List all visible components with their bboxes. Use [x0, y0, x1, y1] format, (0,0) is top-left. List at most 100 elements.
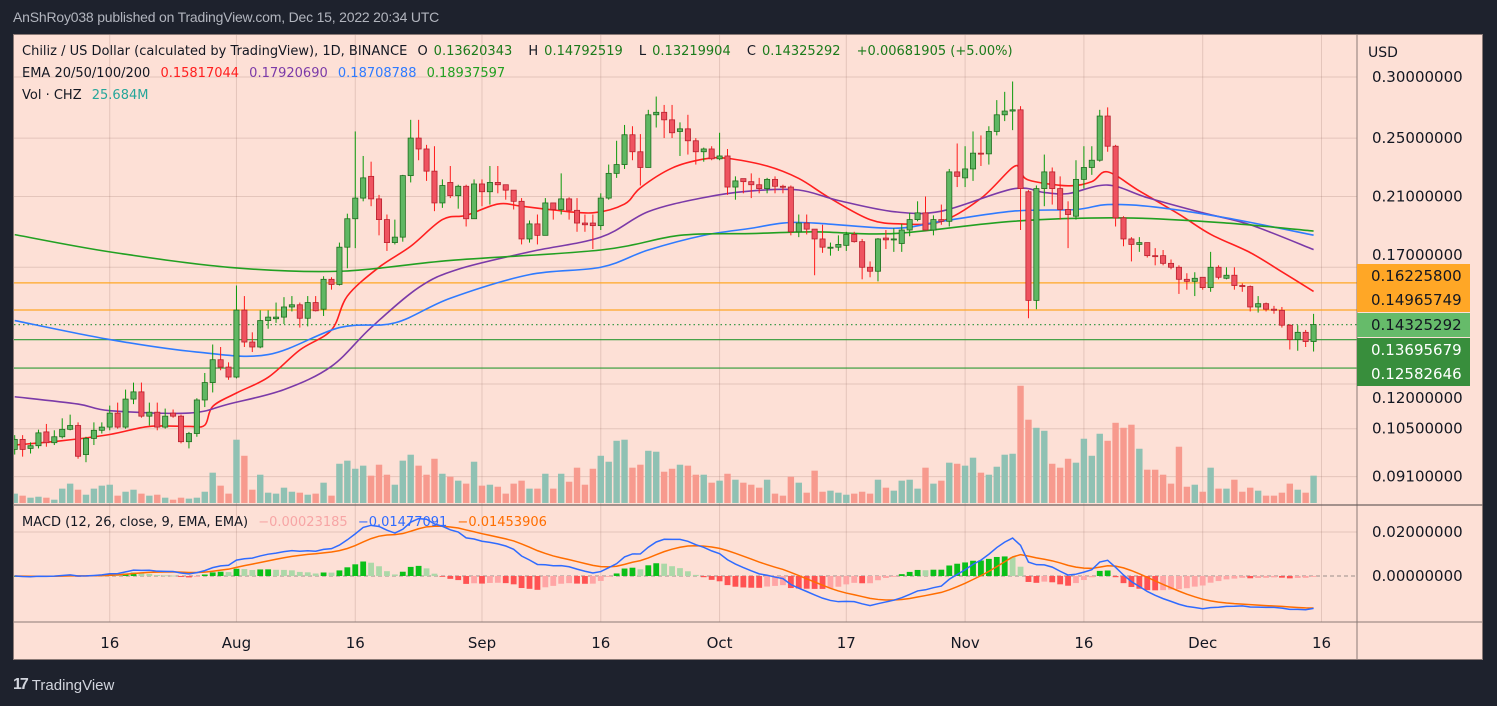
candle	[993, 100, 1000, 136]
macd-histogram-bar	[1041, 576, 1048, 582]
time-axis-label: Oct	[707, 634, 733, 652]
candle	[1255, 296, 1262, 313]
candle-body	[890, 238, 897, 241]
candle	[336, 242, 343, 286]
candle	[1001, 91, 1008, 122]
volume-bar	[19, 495, 26, 503]
macd-histogram-bar	[724, 576, 731, 586]
ema20-value: 0.15817044	[160, 66, 240, 81]
volume-bar	[653, 451, 660, 503]
candle-body	[75, 425, 82, 457]
candle	[352, 131, 359, 249]
candle-body	[1286, 324, 1293, 340]
candle-body	[906, 219, 913, 231]
macd-axis-ticks[interactable]: 0.02000000 0.00000000	[1372, 523, 1463, 585]
macd-histogram-bar	[819, 576, 826, 589]
symbol-title[interactable]: Chiliz / US Dollar (calculated by Tradin…	[22, 44, 408, 59]
macd-histogram-bar	[1081, 576, 1087, 581]
candle-body	[1302, 331, 1309, 342]
candle	[447, 166, 454, 199]
candle-body	[993, 114, 1000, 132]
candle	[1136, 237, 1143, 252]
macd-histogram-bar	[1294, 576, 1301, 578]
candle	[851, 231, 858, 243]
candle-body	[1041, 171, 1048, 190]
volume-bar	[930, 483, 937, 503]
candle-body	[328, 278, 335, 285]
candle-body	[819, 238, 826, 248]
candle-body	[273, 316, 280, 320]
candle-body	[320, 278, 327, 310]
volume-bar	[1056, 467, 1064, 503]
macd-legend[interactable]: MACD (12, 26, close, 9, EMA, EMA) −0.000…	[22, 515, 553, 530]
candle-body	[1112, 145, 1119, 219]
volume-bar	[35, 496, 42, 503]
volume-bar	[866, 493, 874, 503]
tradingview-logo[interactable]: 17 TradingView	[13, 676, 114, 694]
volume-bar	[1064, 458, 1072, 503]
volume-bar	[605, 461, 612, 503]
candle	[1120, 216, 1127, 247]
candle	[589, 214, 596, 250]
candle	[486, 166, 493, 205]
candle-body	[1207, 266, 1214, 288]
price-axis-currency: USD	[1368, 45, 1398, 61]
macd-histogram-bar	[1136, 576, 1143, 589]
candle	[510, 189, 517, 210]
candle-body	[154, 411, 161, 428]
macd-histogram-bar	[296, 571, 303, 576]
volume-bar	[811, 470, 818, 503]
macd-legend-label: MACD (12, 26, close, 9, EMA, EMA)	[22, 515, 249, 530]
time-axis-label: Nov	[950, 634, 979, 652]
candle	[526, 220, 533, 243]
price-axis-ticks[interactable]: 0.30000000 0.25000000 0.21000000 0.17000000…	[1372, 68, 1463, 486]
price-axis-label: 0.09100000	[1372, 468, 1463, 486]
candle	[399, 174, 406, 242]
candle	[946, 168, 953, 227]
volume-bar	[217, 485, 224, 503]
volume-bar	[946, 462, 953, 503]
macd-histogram-bar	[772, 576, 778, 586]
volume-bar	[296, 492, 304, 503]
candle	[684, 114, 691, 155]
time-axis-label: Aug	[222, 634, 251, 652]
symbol-legend[interactable]: Chiliz / US Dollar (calculated by Tradin…	[22, 44, 1019, 59]
volume-legend-label: Vol · CHZ	[22, 88, 82, 103]
volume-bar	[1199, 491, 1206, 503]
price-axis-label: 0.25000000	[1372, 129, 1463, 147]
time-axis-ticks[interactable]: 16 Aug 16 Sep 16 Oct 17 Nov 16 Dec 16	[100, 634, 1331, 652]
macd-histogram-bar	[629, 567, 636, 576]
candle	[75, 422, 82, 459]
volume-legend[interactable]: Vol · CHZ 25.684M	[22, 88, 154, 103]
macd-histogram-bar	[391, 574, 398, 576]
candle	[772, 176, 779, 194]
candle-body	[645, 114, 652, 168]
time-axis-label: Dec	[1188, 634, 1217, 652]
price-level-label: 0.12582646	[1357, 362, 1470, 386]
candle	[756, 177, 763, 194]
candle	[882, 230, 889, 250]
volume-bar	[645, 450, 652, 503]
candle-body	[1231, 274, 1238, 286]
macd-histogram-bar	[803, 576, 810, 589]
ema-legend[interactable]: EMA 20/50/100/200 0.15817044 0.17920690 …	[22, 66, 511, 81]
macd-histogram-bar	[1120, 576, 1127, 584]
macd-histogram-bar	[1176, 576, 1182, 590]
macd-histogram-bar	[890, 576, 897, 577]
price-axis-label: 0.12000000	[1372, 389, 1463, 407]
candle-body	[534, 223, 541, 236]
candle	[1072, 160, 1079, 220]
volume-bar	[534, 488, 541, 503]
volume-bar	[755, 487, 763, 503]
candle	[637, 134, 644, 186]
candle	[1080, 146, 1087, 189]
macd-histogram-bar	[1168, 576, 1174, 590]
volume-bar	[383, 474, 391, 503]
macd-histogram-bar	[257, 569, 264, 576]
volume-bar	[359, 465, 367, 503]
macd-histogram-bar	[859, 576, 866, 584]
candle	[1009, 81, 1016, 131]
candle	[59, 418, 66, 439]
volume-bar	[1096, 433, 1103, 503]
